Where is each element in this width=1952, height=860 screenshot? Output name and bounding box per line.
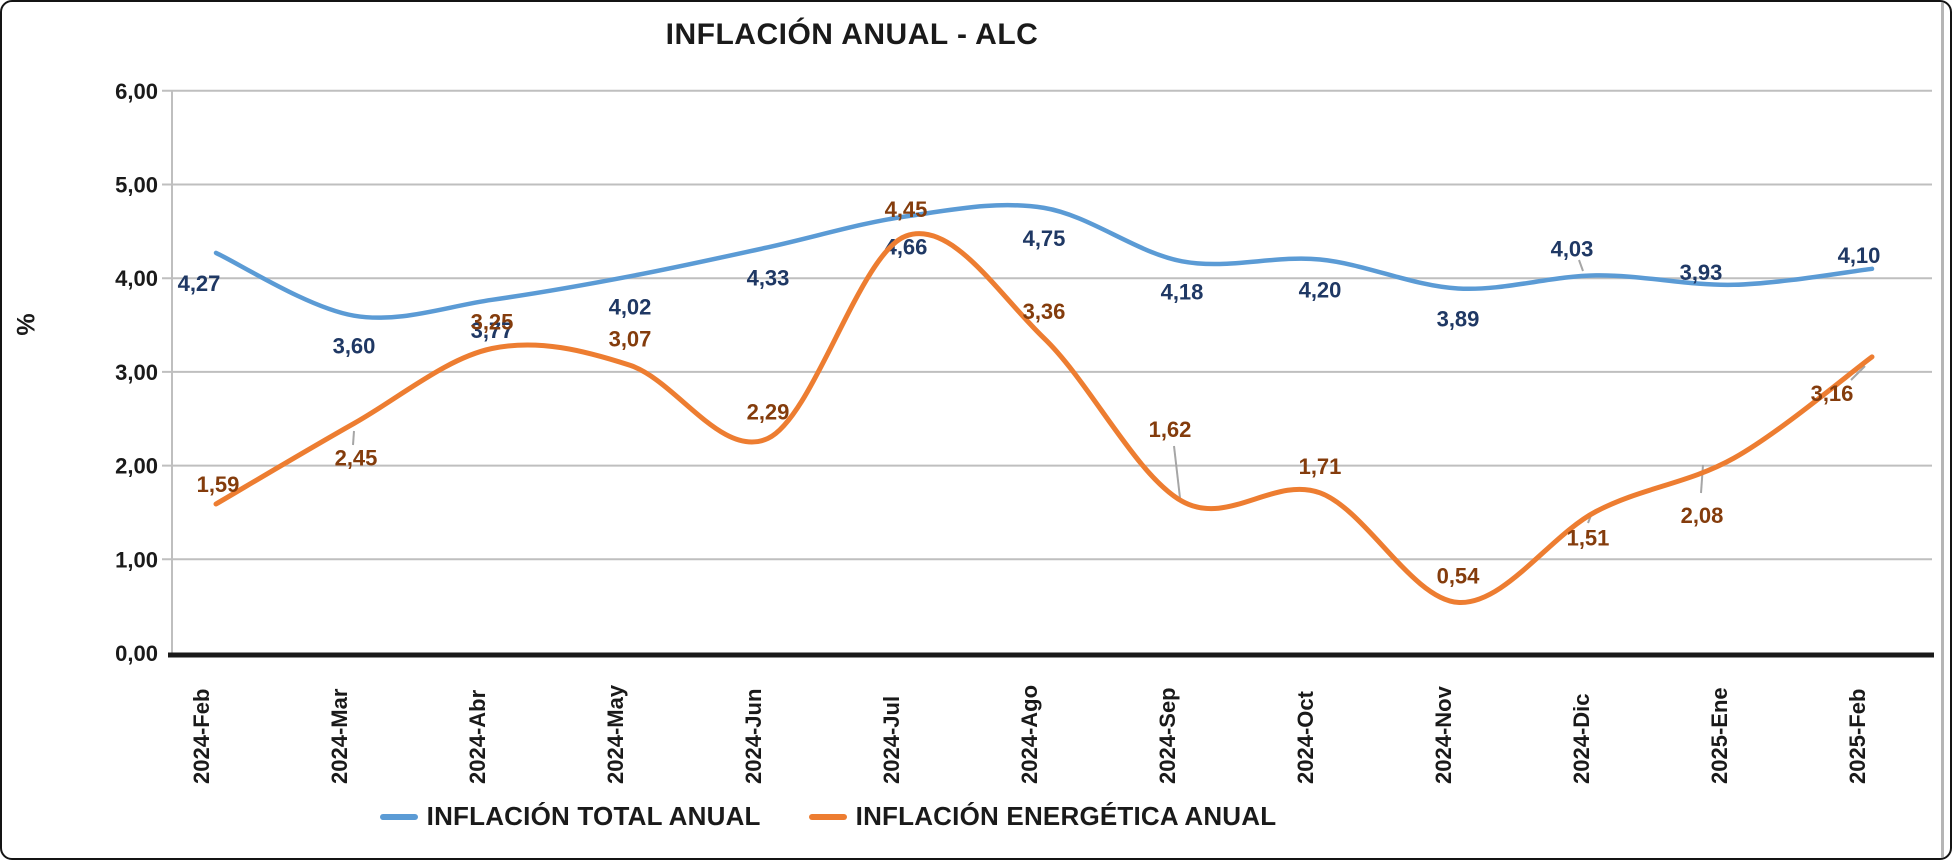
x-tick-label: 2025-Feb (1845, 689, 1870, 784)
chart-title: INFLACIÓN ANUAL - ALC (665, 18, 1039, 51)
data-label-total: 3,60 (333, 334, 376, 359)
data-label-energy: 1,71 (1299, 454, 1342, 479)
data-label-total: 4,75 (1023, 226, 1066, 251)
data-label-total: 4,02 (609, 294, 652, 319)
data-label-energy: 3,25 (471, 310, 514, 335)
leader-line (1850, 365, 1866, 381)
data-label-total: 4,10 (1838, 243, 1881, 268)
x-tick-label: 2024-Ago (1017, 685, 1042, 784)
data-label-total: 3,89 (1437, 307, 1480, 332)
leader-line (1173, 445, 1181, 499)
data-label-total: 4,33 (747, 265, 790, 290)
x-tick-label: 2024-May (603, 684, 628, 784)
total-series-swatch (379, 813, 418, 820)
data-label-energy: 3,36 (1023, 299, 1066, 324)
x-tick-label: 2025-Ene (1707, 687, 1732, 784)
data-label-energy: 2,45 (335, 445, 378, 470)
legend-label-energy: INFLACIÓN ENERGÉTICA ANUAL (855, 801, 1277, 831)
data-label-energy: 1,59 (197, 472, 240, 497)
legend-label-total: INFLACIÓN TOTAL ANUAL (426, 801, 761, 831)
y-tick-label: 4,00 (115, 266, 158, 291)
y-tick-label: 0,00 (115, 641, 158, 666)
energy-series-swatch (808, 813, 847, 820)
leader-line (1700, 464, 1704, 494)
chart-legend: INFLACIÓN TOTAL ANUAL INFLACIÓN ENERGÉTI… (2, 801, 1950, 832)
data-label-total: 4,27 (178, 271, 221, 296)
leader-line (352, 430, 355, 446)
data-label-energy: 0,54 (1437, 563, 1481, 588)
data-label-total: 3,93 (1680, 260, 1723, 285)
x-tick-label: 2024-Nov (1431, 685, 1456, 784)
total-series-line (213, 202, 1875, 320)
legend-item-energy: INFLACIÓN ENERGÉTICA ANUAL (808, 801, 1277, 832)
x-tick-label: 2024-Mar (327, 688, 352, 784)
y-tick-label: 2,00 (115, 454, 158, 479)
y-tick-label: 1,00 (115, 547, 158, 572)
x-tick-label: 2024-Oct (1293, 690, 1318, 784)
x-tick-label: 2024-Feb (189, 689, 214, 784)
data-label-energy: 3,07 (609, 326, 652, 351)
data-label-energy: 1,51 (1567, 526, 1610, 551)
x-tick-label: 2024-Jun (741, 689, 766, 784)
energy-series-line (213, 231, 1875, 605)
data-label-total: 3,77 (471, 318, 514, 343)
data-label-energy: 1,62 (1149, 417, 1192, 442)
y-tick-label: 5,00 (115, 173, 158, 198)
window-right-edge (1941, 2, 1944, 858)
leader-line (1578, 259, 1584, 272)
data-label-total: 4,18 (1161, 279, 1204, 304)
x-tick-label: 2024-Jul (879, 696, 904, 784)
legend-item-total: INFLACIÓN TOTAL ANUAL (379, 801, 761, 832)
data-label-energy: 4,45 (885, 197, 928, 222)
data-label-energy: 2,08 (1681, 503, 1724, 528)
y-tick-label: 6,00 (115, 79, 158, 104)
x-tick-label: 2024-Dic (1569, 693, 1594, 784)
y-tick-label: 3,00 (115, 360, 158, 385)
data-label-total: 4,20 (1299, 278, 1342, 303)
data-label-total: 4,03 (1551, 236, 1594, 261)
x-tick-label: 2024-Abr (465, 689, 490, 784)
data-label-energy: 3,16 (1811, 381, 1854, 406)
x-tick-label: 2024-Sep (1155, 687, 1180, 784)
data-label-energy: 2,29 (747, 399, 790, 424)
